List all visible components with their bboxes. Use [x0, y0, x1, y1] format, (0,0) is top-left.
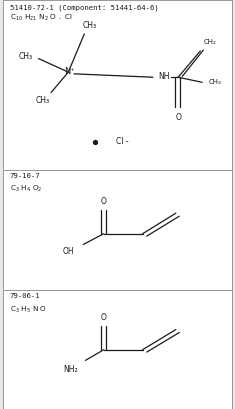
Text: OH: OH	[63, 247, 74, 256]
Text: CH₃: CH₃	[208, 79, 221, 85]
Text: O: O	[101, 197, 107, 206]
Text: CH₃: CH₃	[36, 96, 50, 105]
Text: CH₃: CH₃	[19, 52, 33, 61]
Text: NH₂: NH₂	[63, 365, 78, 374]
Text: O: O	[101, 313, 107, 322]
Text: CH₂: CH₂	[204, 39, 217, 45]
Text: N⁺: N⁺	[64, 67, 75, 76]
Text: NH: NH	[158, 72, 169, 81]
Text: CH₃: CH₃	[83, 21, 97, 30]
Text: $\rm C_3\ H_5\ N\ O$: $\rm C_3\ H_5\ N\ O$	[10, 305, 47, 315]
Text: 79-10-7: 79-10-7	[10, 173, 41, 179]
Text: 79-06-1: 79-06-1	[10, 293, 41, 299]
Text: 51410-72-1 (Component: 51441-64-6): 51410-72-1 (Component: 51441-64-6)	[10, 4, 159, 11]
Text: $\rm C_{10}\ H_{21}\ N_2\ O\ .\ Cl$: $\rm C_{10}\ H_{21}\ N_2\ O\ .\ Cl$	[10, 13, 72, 23]
Text: O: O	[175, 113, 181, 122]
Text: Cl -: Cl -	[116, 137, 128, 146]
Text: $\rm C_3\ H_4\ O_2$: $\rm C_3\ H_4\ O_2$	[10, 184, 43, 194]
